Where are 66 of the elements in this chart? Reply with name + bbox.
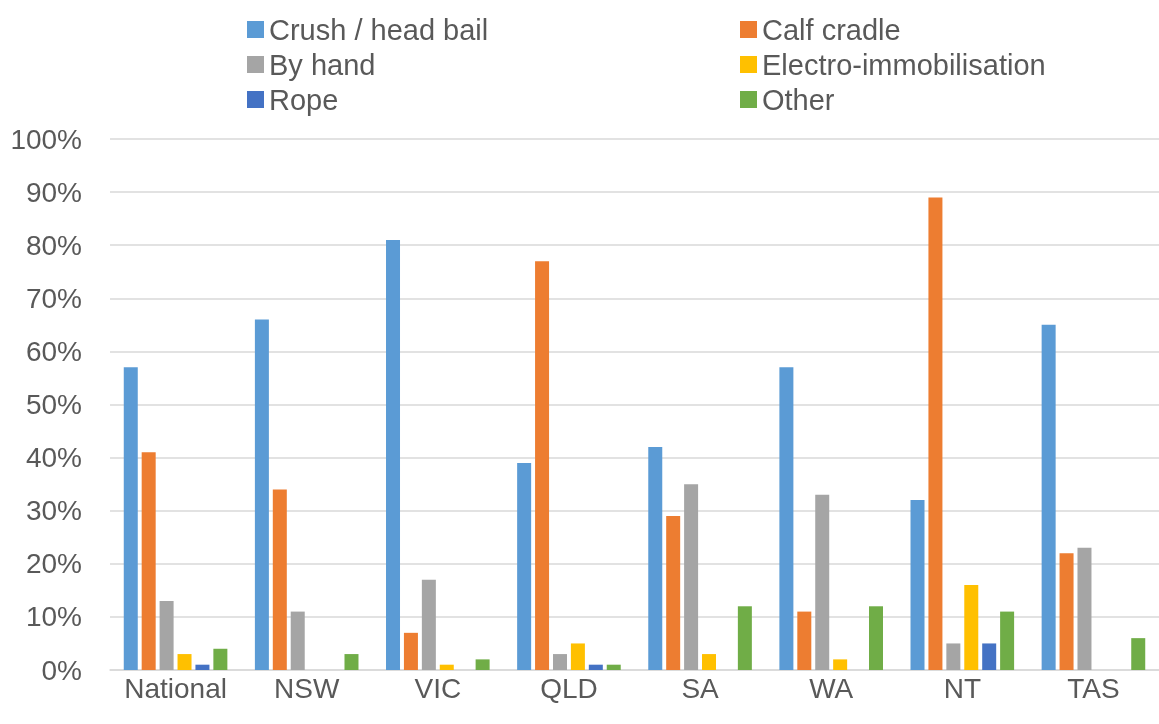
x-tick-label: NT (943, 672, 981, 704)
legend-label: Rope (269, 83, 339, 116)
legend-label: Other (762, 83, 835, 116)
bar (946, 643, 961, 670)
bar (606, 664, 621, 670)
bar (702, 654, 717, 670)
bar (666, 516, 681, 670)
bar (386, 239, 401, 670)
bar (648, 446, 663, 670)
bar (833, 659, 848, 670)
bar (1131, 638, 1146, 670)
y-tick-label: 10% (25, 601, 82, 633)
legend-label: Electro-immobilisation (762, 48, 1046, 81)
bar (737, 606, 752, 670)
bar (982, 643, 997, 670)
y-tick-label: 30% (25, 495, 82, 527)
bar (1059, 553, 1074, 670)
x-tick-label: WA (809, 672, 854, 704)
y-tick-label: 50% (25, 389, 82, 420)
y-tick-label: 20% (25, 548, 82, 580)
bar (964, 585, 979, 670)
bar (1041, 324, 1056, 670)
bar (910, 500, 925, 670)
x-tick-label: VIC (414, 672, 462, 704)
bar (141, 452, 156, 670)
y-tick-label: 40% (25, 442, 82, 474)
bar (123, 367, 138, 670)
bar (570, 643, 585, 670)
bar (290, 611, 305, 670)
bar (1077, 547, 1092, 670)
y-tick-label: 90% (25, 176, 82, 208)
bar (552, 654, 567, 670)
bar (195, 664, 210, 670)
x-tick-label: SA (681, 672, 720, 704)
bar (815, 494, 830, 670)
bar (344, 654, 359, 670)
bar (779, 367, 794, 670)
bar (684, 484, 699, 670)
x-tick-label: National (124, 672, 227, 704)
legend-label: By hand (269, 48, 376, 81)
legend-label: Crush / head bail (269, 13, 489, 46)
bar (254, 319, 269, 670)
y-tick-label: 0% (41, 654, 82, 686)
x-tick-label: TAS (1067, 672, 1120, 704)
bar (213, 648, 228, 670)
bar (475, 659, 490, 670)
bar (403, 632, 418, 670)
legend-label: Calf cradle (762, 13, 901, 46)
bar (517, 462, 532, 670)
bar (439, 664, 454, 670)
y-tick-label: 60% (25, 335, 82, 367)
bar (421, 579, 436, 670)
bar (272, 489, 287, 670)
y-tick-label: 80% (25, 229, 82, 261)
bar (177, 654, 192, 670)
y-tick-label: 70% (25, 282, 82, 314)
bar (928, 197, 943, 670)
x-tick-label: QLD (540, 672, 598, 704)
bar (1000, 611, 1015, 670)
bar (588, 664, 603, 670)
bar (797, 611, 812, 670)
bar (868, 606, 883, 670)
bar (535, 261, 550, 670)
y-tick-label: 100% (10, 123, 82, 155)
x-tick-label: NSW (274, 672, 340, 704)
bar (159, 600, 174, 670)
